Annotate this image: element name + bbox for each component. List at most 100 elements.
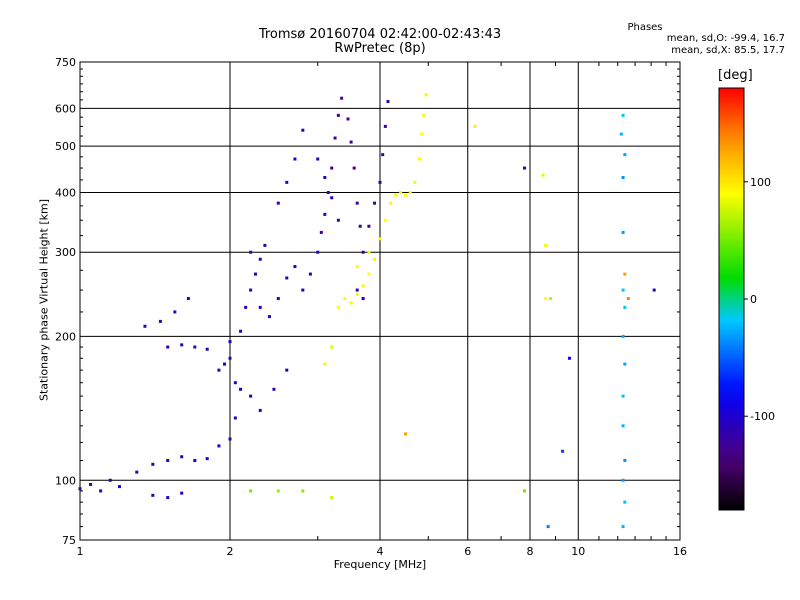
legend-x-stats: mean, sd,X: 85.5, 17.7 [671, 45, 785, 56]
data-point-other [621, 394, 625, 398]
data-point-o [316, 250, 320, 254]
data-point-o [378, 180, 382, 184]
data-point-o [263, 243, 267, 247]
data-point-x [330, 496, 334, 500]
data-point-other [621, 113, 625, 117]
data-point-o [228, 340, 232, 344]
y-tick-label: 300 [55, 246, 76, 259]
data-point-other [623, 305, 627, 309]
data-point-other [621, 334, 625, 338]
data-point-o [244, 305, 248, 309]
data-point-o [135, 470, 139, 474]
data-point-x [399, 190, 403, 194]
data-point-o [249, 250, 253, 254]
data-point-x [373, 257, 377, 261]
data-point-other [561, 449, 565, 453]
data-point-other [623, 153, 627, 157]
data-point-o [349, 140, 353, 144]
data-point-o [383, 124, 387, 128]
data-point-other [621, 288, 625, 292]
data-point-x [544, 243, 548, 247]
data-point-o [355, 201, 359, 205]
data-point-x [301, 489, 305, 493]
data-point-o [239, 387, 243, 391]
data-point-o [301, 288, 305, 292]
data-point-other [623, 272, 627, 276]
x-axis-label: Frequency [MHz] [333, 558, 427, 571]
data-point-x [355, 292, 359, 296]
data-point-o [330, 196, 334, 200]
data-point-x [336, 305, 340, 309]
data-point-x [541, 173, 545, 177]
data-point-o [249, 394, 253, 398]
data-point-x [343, 297, 347, 301]
data-point-other [621, 525, 625, 529]
data-point-o [166, 458, 170, 462]
legend-o-stats: mean, sd,O: -99.4, 16.7 [666, 33, 785, 44]
colorbar [718, 87, 745, 511]
data-point-o [228, 356, 232, 360]
data-point-o [193, 345, 197, 349]
data-point-o [99, 489, 103, 493]
data-point-o [186, 297, 190, 301]
chart-title-line2: RwPretec (8p) [334, 41, 426, 56]
data-point-o [78, 487, 82, 491]
data-point-o [285, 368, 289, 372]
x-tick-label: 2 [227, 545, 234, 558]
data-point-o [166, 345, 170, 349]
data-point-o [205, 347, 209, 351]
data-point-o [249, 288, 253, 292]
data-point-other [652, 288, 656, 292]
data-point-o [166, 496, 170, 500]
data-point-o [272, 387, 276, 391]
data-point-x [349, 301, 353, 305]
data-point-o [361, 250, 365, 254]
data-point-o [330, 166, 334, 170]
x-tick-label: 8 [527, 545, 534, 558]
data-point-o [336, 218, 340, 222]
data-point-o [319, 230, 323, 234]
data-point-o [258, 305, 262, 309]
data-point-o [151, 462, 155, 466]
data-point-x [422, 113, 426, 117]
data-point-o [239, 329, 243, 333]
data-point-o [276, 201, 280, 205]
data-point-other [523, 166, 527, 170]
chart-title-line1: Tromsø 20160704 02:42:00-02:43:43 [258, 27, 502, 42]
data-point-o [361, 297, 365, 301]
data-point-o [253, 272, 257, 276]
data-point-o [333, 136, 337, 140]
data-point-other [619, 132, 623, 136]
data-point-o [386, 100, 390, 104]
data-point-o [285, 276, 289, 280]
data-point-o [217, 368, 221, 372]
data-point-o [143, 324, 147, 328]
y-tick-label: 500 [55, 140, 76, 153]
colorbar-unit: [deg] [718, 68, 753, 83]
y-tick-label: 750 [55, 56, 76, 69]
x-tick-label: 4 [377, 545, 384, 558]
data-point-x [389, 201, 393, 205]
data-point-o [258, 257, 262, 261]
x-tick-label: 16 [673, 545, 687, 558]
data-point-x [424, 93, 428, 97]
x-tick-label: 1 [77, 545, 84, 558]
data-point-o [173, 310, 177, 314]
data-point-x [249, 489, 253, 493]
data-point-x [323, 362, 327, 366]
x-tick-label: 6 [464, 545, 471, 558]
data-point-other [621, 478, 625, 482]
data-point-x [403, 193, 407, 197]
data-point-other [621, 424, 625, 428]
data-point-x [276, 489, 280, 493]
y-tick-label: 600 [55, 102, 76, 115]
data-point-o [276, 297, 280, 301]
data-point-x [383, 218, 387, 222]
data-point-o [180, 491, 184, 495]
data-point-o [233, 381, 237, 385]
data-point-other [567, 356, 571, 360]
data-point-o [373, 201, 377, 205]
data-point-x [544, 297, 548, 301]
data-point-o [233, 416, 237, 420]
data-point-o [285, 180, 289, 184]
